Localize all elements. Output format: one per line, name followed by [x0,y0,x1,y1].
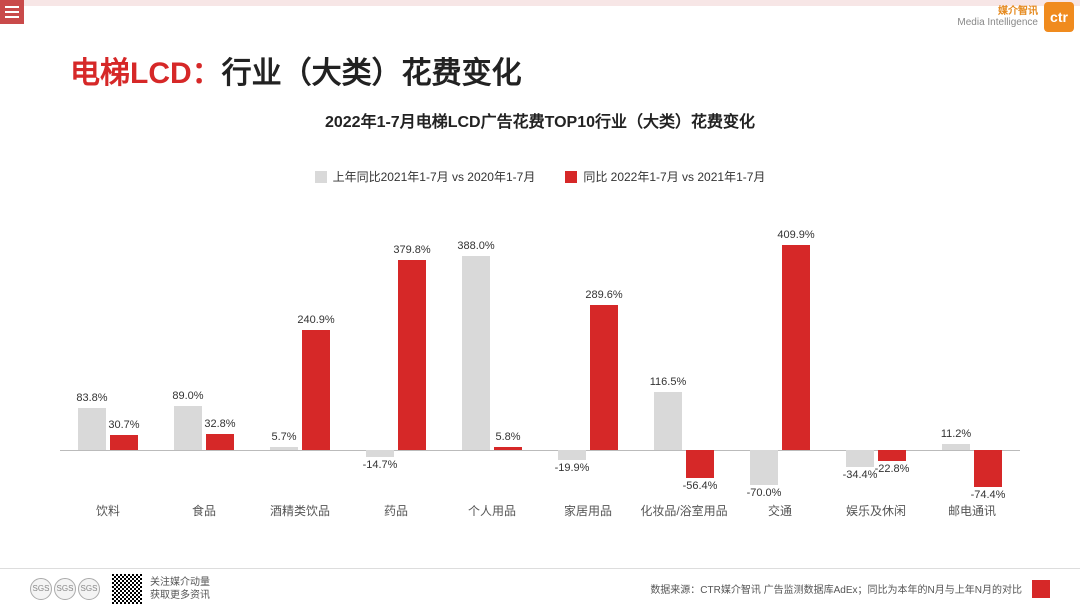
bar [366,450,394,457]
bar-value-label: -19.9% [547,462,597,474]
category-label: 化妆品/浴室用品 [636,502,732,519]
bar-value-label: 116.5% [643,376,693,388]
category-label: 邮电通讯 [924,502,1020,519]
bar-value-label: 240.9% [291,314,341,326]
bar-value-label: 409.9% [771,229,821,241]
hamburger-menu[interactable] [0,0,24,24]
category-label: 家居用品 [540,502,636,519]
legend-swatch-1 [315,171,327,183]
bar [110,435,138,450]
bar [558,450,586,460]
category-label: 食品 [156,502,252,519]
legend-label-1: 上年同比2021年1-7月 vs 2020年1-7月 [333,168,536,185]
bar-value-label: -74.4% [963,489,1013,501]
legend-item-2: 同比 2022年1-7月 vs 2021年1-7月 [565,168,765,185]
bar [974,450,1002,487]
category-label: 酒精类饮品 [252,502,348,519]
category-label: 个人用品 [444,502,540,519]
bar-group: 116.5% -56.4% 化妆品/浴室用品 [636,200,732,520]
bar-group: 5.7%240.9%酒精类饮品 [252,200,348,520]
bar-value-label: 379.8% [387,244,437,256]
category-label: 娱乐及休闲 [828,502,924,519]
qr-code [112,574,142,604]
bar-group: 11.2% -74.4%邮电通讯 [924,200,1020,520]
bar-value-label: 5.8% [483,431,533,443]
bar-group: 89.0% 32.8% 食品 [156,200,252,520]
brand-logo: ctr [1044,2,1074,32]
bar-value-label: 89.0% [163,390,213,402]
title-highlight: 电梯LCD： [70,57,222,90]
bar [302,330,330,450]
bar [654,392,682,450]
legend-item-1: 上年同比2021年1-7月 vs 2020年1-7月 [315,168,536,185]
bar-value-label: -70.0% [739,487,789,499]
data-source: 数据来源：CTR媒介智讯 广告监测数据库AdEx；同比为本年的N月与上年N月的对… [210,581,1022,596]
bar-group: -19.9% 289.6% 家居用品 [540,200,636,520]
category-label: 交通 [732,502,828,519]
cert-badges: SGS SGS SGS [30,578,100,600]
footer: SGS SGS SGS 关注媒介动量 获取更多资讯 数据来源：CTR媒介智讯 广… [0,568,1080,608]
badge-sgs: SGS [30,578,52,600]
bar [206,434,234,450]
bar [270,447,298,450]
bar-value-label: 11.2% [931,428,981,440]
bar [494,447,522,450]
bar [686,450,714,478]
chart-legend: 上年同比2021年1-7月 vs 2020年1-7月 同比 2022年1-7月 … [0,168,1080,185]
qr-caption: 关注媒介动量 获取更多资讯 [150,576,210,602]
bar-value-label: -56.4% [675,480,725,492]
brand-en: Media Intelligence [957,17,1038,28]
bar-value-label: -14.7% [355,459,405,471]
bar [782,245,810,450]
page-title: 电梯LCD：行业（大类）花费变化 [70,48,522,92]
qr-line2: 获取更多资讯 [150,589,210,602]
bar-value-label: 30.7% [99,419,149,431]
bar-value-label: 388.0% [451,240,501,252]
footer-accent [1032,580,1050,598]
bar [590,305,618,450]
bar-group: -70.0% 409.9% 交通 [732,200,828,520]
bar-group: -34.4%-22.8%娱乐及休闲 [828,200,924,520]
bar [878,450,906,461]
bar [942,444,970,450]
bar-value-label: -22.8% [867,463,917,475]
category-label: 药品 [348,502,444,519]
qr-line1: 关注媒介动量 [150,576,210,589]
bar-value-label: 83.8% [67,392,117,404]
bar-group: -14.7% 379.8% 药品 [348,200,444,520]
bar-group: 388.0% 5.8% 个人用品 [444,200,540,520]
bar-group: 83.8% 30.7% 饮料 [60,200,156,520]
bar [398,260,426,450]
bar [462,256,490,450]
legend-label-2: 同比 2022年1-7月 vs 2021年1-7月 [583,168,765,185]
category-label: 饮料 [60,502,156,519]
bar-value-label: 289.6% [579,289,629,301]
legend-swatch-2 [565,171,577,183]
brand-cn: 媒介智讯 [957,6,1038,17]
brand-block: 媒介智讯 Media Intelligence ctr [957,2,1074,32]
bar-value-label: 32.8% [195,418,245,430]
title-rest: 行业（大类）花费变化 [222,57,522,90]
bar [750,450,778,485]
top-band [24,0,1080,6]
badge-sgs: SGS [54,578,76,600]
bar-chart: 83.8%30.7%饮料89.0%32.8%食品5.7%240.9%酒精类饮品-… [60,200,1020,520]
badge-sgs: SGS [78,578,100,600]
chart-subtitle: 2022年1-7月电梯LCD广告花费TOP10行业（大类）花费变化 [0,108,1080,132]
